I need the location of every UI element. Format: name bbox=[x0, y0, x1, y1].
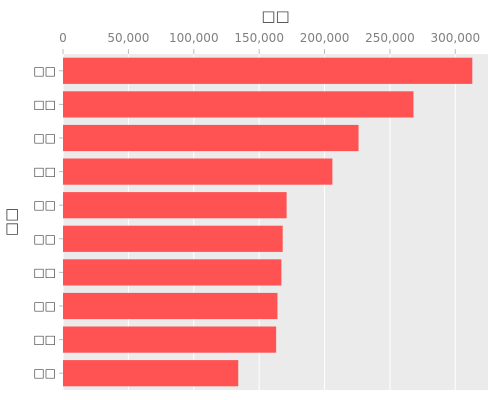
x-tick-label: 50,000 bbox=[107, 31, 149, 45]
y-axis-ticks: □□ □□ □□ □□ □□ □□ □□ □□ □□ □□ bbox=[33, 64, 63, 380]
y-category-label: □□ bbox=[33, 265, 56, 279]
y-category-label: □□ bbox=[33, 198, 56, 212]
bars bbox=[63, 57, 473, 387]
x-tick-label: 200,000 bbox=[300, 31, 350, 45]
bar[interactable] bbox=[63, 360, 239, 387]
bar[interactable] bbox=[63, 91, 414, 118]
x-tick-label: 0 bbox=[59, 31, 67, 45]
y-category-label: □□ bbox=[33, 131, 56, 145]
y-axis-title: □□ bbox=[2, 208, 20, 236]
bar[interactable] bbox=[63, 192, 287, 219]
x-axis-ticks: 0 50,000 100,000 150,000 200,000 250,000 300,0… bbox=[59, 31, 480, 54]
bar[interactable] bbox=[63, 225, 283, 252]
y-category-label: □□ bbox=[33, 165, 56, 179]
x-tick-label: 100,000 bbox=[169, 31, 219, 45]
x-axis-title: □□ bbox=[261, 7, 289, 25]
x-tick-label: 150,000 bbox=[234, 31, 284, 45]
bar[interactable] bbox=[63, 326, 277, 353]
y-category-label: □□ bbox=[33, 64, 56, 78]
y-category-label: □□ bbox=[33, 366, 56, 380]
bar[interactable] bbox=[63, 158, 333, 185]
bar[interactable] bbox=[63, 124, 359, 152]
y-category-label: □□ bbox=[33, 299, 56, 313]
x-tick-label: 250,000 bbox=[365, 31, 415, 45]
bar[interactable] bbox=[63, 259, 282, 286]
bar[interactable] bbox=[63, 292, 278, 320]
x-tick-label: 300,000 bbox=[430, 31, 480, 45]
y-category-label: □□ bbox=[33, 333, 56, 347]
bar[interactable] bbox=[63, 57, 473, 84]
y-category-label: □□ bbox=[33, 97, 56, 111]
y-category-label: □□ bbox=[33, 232, 56, 246]
